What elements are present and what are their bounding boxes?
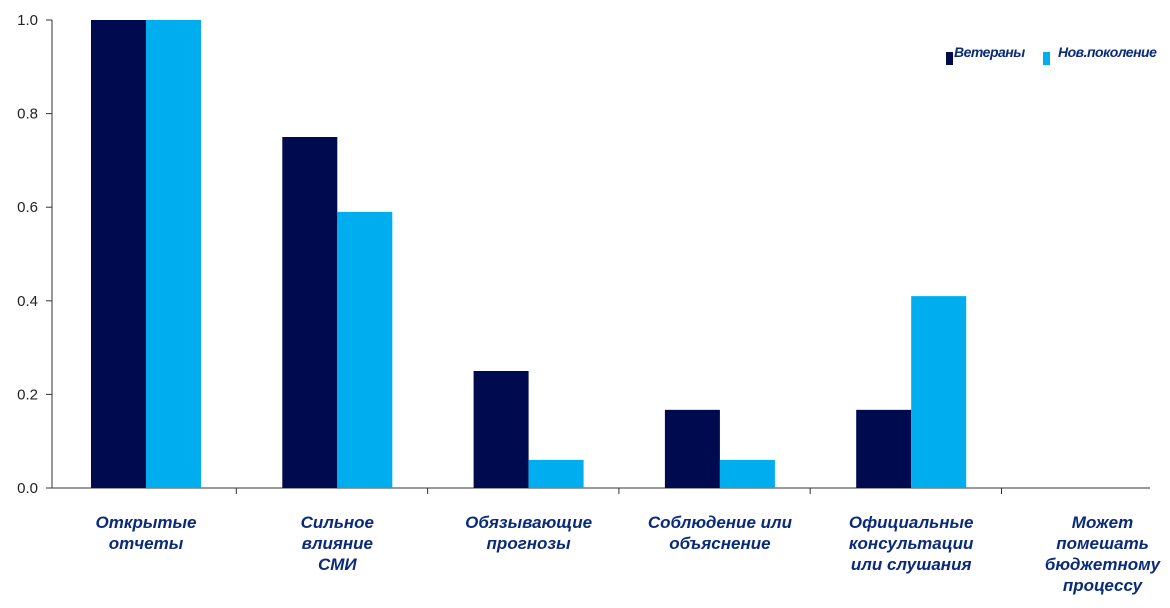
y-tick-label: 0.4 xyxy=(17,293,38,310)
bar-veterans xyxy=(664,409,720,488)
y-tick-label: 0.6 xyxy=(17,199,38,216)
category-label: Обязывающие прогнозы xyxy=(465,513,592,553)
bar-new-generation xyxy=(337,211,393,488)
chart-legend: Ветераны Нов.поколение xyxy=(946,44,1158,65)
category-label: Открытые отчеты xyxy=(96,513,197,553)
y-tick-label: 0.0 xyxy=(17,480,38,497)
category-label: Сильное влияние СМИ xyxy=(301,513,374,574)
y-tick-labels: 0.0 0.2 0.4 0.6 0.8 1.0 xyxy=(17,12,38,497)
category-labels: Открытые отчеты Сильное влияние СМИ Обязывающ… xyxy=(96,513,1162,595)
category-label: Может помешать бюджетному процессу xyxy=(1045,513,1162,595)
category-label: Соблюдение или объяснение xyxy=(648,513,793,553)
y-tick-label: 0.2 xyxy=(17,386,38,403)
chart-bars xyxy=(91,20,967,488)
bar-new-generation xyxy=(911,296,967,488)
legend-label-veterans: Ветераны xyxy=(954,44,1025,60)
y-tick-label: 1.0 xyxy=(17,12,38,29)
y-tick-label: 0.8 xyxy=(17,106,38,123)
bar-new-generation xyxy=(146,20,201,488)
chart-axes xyxy=(46,19,1150,494)
legend-swatch-veterans xyxy=(946,52,953,65)
bar-new-generation xyxy=(719,459,775,488)
bar-veterans xyxy=(856,409,912,488)
legend-swatch-new-generation xyxy=(1043,52,1050,65)
bar-new-generation xyxy=(528,459,584,488)
bar-veterans xyxy=(473,371,529,488)
category-label: Официальные консультации или слушания xyxy=(849,513,974,574)
bar-veterans xyxy=(282,137,338,488)
bar-veterans xyxy=(91,20,146,488)
legend-label-new-generation: Нов.поколение xyxy=(1058,44,1157,60)
